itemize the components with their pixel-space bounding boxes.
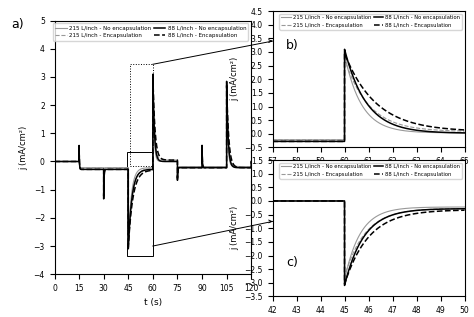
Text: c): c) [286, 256, 298, 269]
X-axis label: t (s): t (s) [144, 299, 162, 307]
Text: b): b) [286, 39, 299, 52]
Legend: 215 L/inch - No encapsulation, 215 L/inch - Encapsulation, 88 L/inch - No encaps: 215 L/inch - No encapsulation, 215 L/inc… [280, 163, 462, 178]
X-axis label: t (s): t (s) [359, 172, 378, 181]
Bar [127, 152, 153, 256]
Y-axis label: j (mA/cm²): j (mA/cm²) [19, 125, 28, 170]
Legend: 215 L/inch - No encapsulation, 215 L/inch - Encapsulation, 88 L/inch - No encaps: 215 L/inch - No encapsulation, 215 L/inc… [280, 14, 462, 29]
Y-axis label: j (mA/cm²): j (mA/cm²) [230, 206, 239, 250]
Bar [130, 64, 153, 166]
Text: a): a) [11, 18, 24, 31]
Y-axis label: j (mA/cm²): j (mA/cm²) [230, 57, 239, 101]
Legend: 215 L/inch - No encapsulation, 215 L/inch - Encapsulation, 88 L/inch - No encaps: 215 L/inch - No encapsulation, 215 L/inc… [53, 23, 248, 41]
